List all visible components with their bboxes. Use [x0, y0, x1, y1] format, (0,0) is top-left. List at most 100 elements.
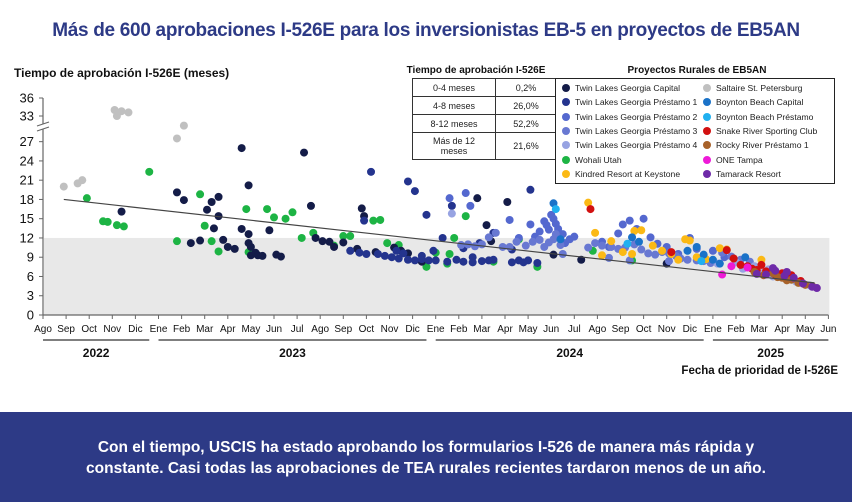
x-tick-label: Jun: [266, 324, 282, 335]
table-row: 4-8 meses 26,0%: [412, 96, 557, 115]
approval-table: 0-4 meses 0,2% 4-8 meses 26,0% 8-12 meses 5…: [412, 78, 557, 160]
x-tick-label: Dic: [128, 324, 142, 335]
axis-break-gap: [37, 124, 49, 129]
x-tick-label: May: [796, 324, 815, 335]
data-point: [410, 187, 419, 196]
data-point: [512, 237, 521, 246]
data-point: [265, 226, 274, 235]
data-point: [355, 248, 364, 257]
data-point: [484, 256, 493, 265]
data-point: [258, 251, 267, 260]
legend-label: Kindred Resort at Keystone: [575, 168, 681, 179]
legend-label: Twin Lakes Georgia Préstamo 1: [575, 97, 698, 108]
data-point: [584, 243, 593, 252]
data-point: [461, 212, 470, 221]
x-axis-title: Fecha de prioridad de I-526E: [681, 365, 838, 377]
legend-item: Kindred Resort at Keystone: [562, 169, 680, 179]
data-point: [651, 250, 660, 259]
legend-item: Tamarack Resort: [703, 169, 781, 179]
data-point: [263, 205, 272, 214]
data-point: [586, 205, 595, 214]
data-point: [325, 237, 334, 246]
data-point: [491, 228, 500, 237]
legend-swatch-icon: [562, 155, 570, 164]
legend-swatch-icon: [703, 126, 711, 135]
data-point: [466, 201, 475, 210]
data-point: [346, 246, 355, 255]
range-cell: 4-8 meses: [412, 96, 496, 115]
data-point: [507, 258, 516, 267]
year-label: 2024: [556, 346, 583, 360]
data-point: [270, 213, 278, 222]
data-point: [591, 239, 600, 248]
data-point: [551, 205, 560, 214]
legend-label: Snake River Sporting Club: [716, 125, 818, 136]
data-point: [103, 217, 112, 226]
x-tick-label: Jun: [543, 324, 559, 335]
y-tick-label: 27: [20, 134, 34, 149]
legend-swatch-icon: [562, 141, 570, 150]
data-point: [288, 208, 297, 217]
data-point: [306, 201, 315, 210]
data-point: [339, 238, 348, 247]
x-tick-label: Feb: [173, 324, 191, 335]
data-point: [196, 236, 205, 245]
data-point: [399, 249, 408, 258]
legend-swatch-icon: [562, 112, 570, 121]
data-point: [618, 220, 627, 229]
x-tick-label: Nov: [658, 324, 676, 335]
data-point: [237, 144, 246, 153]
data-point: [403, 255, 412, 264]
data-point: [646, 233, 655, 242]
x-tick-label: Jul: [568, 324, 581, 335]
x-tick-label: Nov: [381, 324, 399, 335]
data-point: [628, 250, 637, 259]
legend-item: Rocky River Préstamo 1: [703, 140, 809, 150]
legend-item: Boynton Beach Capital: [703, 97, 803, 107]
data-point: [630, 226, 639, 235]
data-point: [214, 247, 223, 256]
pct-cell: 0,2%: [495, 78, 557, 97]
data-point: [521, 241, 530, 250]
data-point: [392, 246, 401, 255]
legend-item: Twin Lakes Georgia Préstamo 4: [562, 140, 697, 150]
data-point: [498, 242, 507, 251]
data-point: [369, 216, 378, 225]
data-point: [172, 237, 181, 246]
data-point: [697, 257, 706, 266]
footer-line-2: constante. Casi todas las aprobaciones d…: [86, 460, 766, 477]
year-label: 2025: [757, 346, 784, 360]
table-row: 8-12 meses 52,2%: [412, 114, 557, 133]
data-point: [394, 254, 403, 263]
data-point: [533, 258, 542, 267]
footer-line-1: Con el tiempo, USCIS ha estado aprobando…: [97, 439, 755, 456]
data-point: [812, 284, 821, 293]
data-point: [209, 224, 218, 233]
data-point: [424, 256, 433, 265]
legend-label: Wohali Utah: [575, 154, 622, 165]
legend-swatch-icon: [703, 84, 711, 92]
data-point: [782, 267, 791, 276]
x-tick-label: Feb: [727, 324, 745, 335]
data-point: [637, 245, 646, 254]
data-point: [362, 250, 371, 259]
x-tick-label: Ago: [589, 324, 607, 335]
x-tick-label: Feb: [450, 324, 468, 335]
data-point: [558, 250, 567, 259]
data-point: [431, 256, 440, 265]
data-point: [387, 253, 396, 262]
data-point: [200, 221, 209, 230]
series-saltaire-st-petersburg: [59, 106, 188, 191]
data-point: [637, 226, 646, 235]
data-point: [535, 235, 544, 244]
legend-item: Twin Lakes Georgia Préstamo 3: [562, 126, 697, 136]
range-cell: 8-12 meses: [412, 114, 496, 133]
data-point: [526, 185, 535, 194]
x-tick-label: Ago: [34, 324, 52, 335]
data-point: [443, 257, 452, 266]
data-point: [246, 242, 255, 251]
series-twin-lakes-georgia-pr-stamo-1: [346, 167, 542, 267]
data-point: [461, 189, 470, 198]
